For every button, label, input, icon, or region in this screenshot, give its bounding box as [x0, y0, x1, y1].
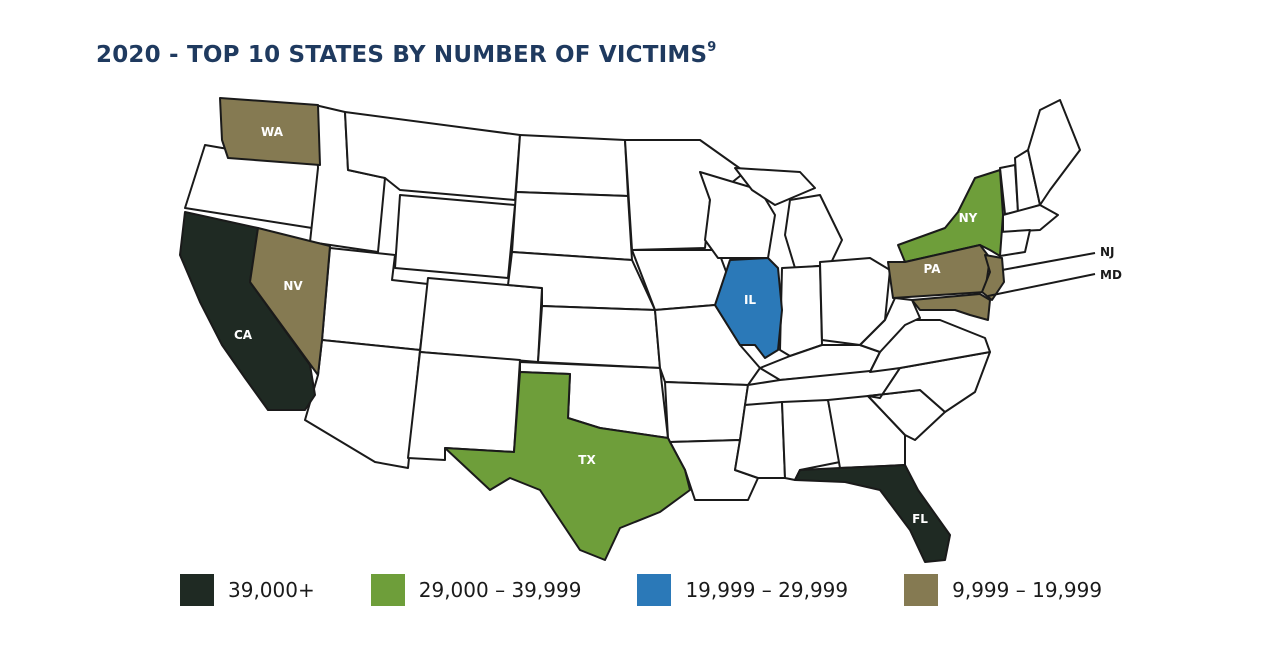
state-colorado: [419, 277, 543, 363]
state-west-virginia: [859, 297, 921, 353]
label-nv: NV: [283, 279, 303, 293]
legend-item-tier3: 19,999 – 29,999: [637, 574, 848, 606]
state-wyoming: [394, 194, 516, 279]
state-arizona: [304, 339, 421, 469]
callout-label-nj: NJ: [1100, 245, 1115, 259]
legend-label: 39,000+: [228, 578, 315, 602]
legend-swatch: [180, 574, 214, 606]
state-new-jersey: [981, 254, 1005, 301]
label-tx: TX: [578, 453, 596, 467]
label-pa: PA: [924, 262, 942, 276]
legend-swatch: [370, 574, 405, 606]
label-wa: WA: [261, 125, 284, 139]
shaded-states: [179, 97, 1005, 563]
label-ca: CA: [234, 328, 253, 342]
state-indiana: [779, 265, 823, 357]
state-massachusetts: [1002, 204, 1059, 233]
label-il: IL: [744, 293, 756, 307]
legend-label: 19,999 – 29,999: [685, 578, 849, 602]
legend: 39,000+ 29,000 – 39,999 19,999 – 29,999 …: [180, 574, 1102, 606]
title-footnote: 9: [707, 40, 717, 56]
legend-swatch: [637, 574, 672, 606]
callouts: NJ MD: [987, 245, 1122, 297]
state-texas: [444, 371, 691, 561]
legend-label: 9,999 – 19,999: [952, 578, 1103, 602]
callout-label-md: MD: [1100, 268, 1122, 282]
state-florida: [794, 464, 951, 563]
callout-line-nj: [1001, 252, 1096, 271]
title-text: 2020 - TOP 10 STATES BY NUMBER OF VICTIM…: [96, 42, 708, 68]
legend-item-tier2: 29,000 – 39,999: [370, 574, 582, 606]
state-washington: [219, 97, 321, 166]
state-connecticut: [999, 229, 1031, 257]
state-georgia: [827, 395, 906, 469]
state-labels: WA NV CA TX IL FL NY PA: [234, 125, 978, 526]
callout-line-md: [987, 273, 1096, 297]
state-maine: [1027, 99, 1081, 206]
map-title: 2020 - TOP 10 STATES BY NUMBER OF VICTIM…: [96, 40, 717, 68]
state-new-york: [897, 169, 1004, 263]
state-nevada: [249, 227, 331, 376]
legend-item-tier1: 39,000+: [180, 574, 315, 606]
legend-item-tier4: 9,999 – 19,999: [904, 574, 1102, 606]
state-south-dakota: [511, 191, 633, 261]
state-kansas: [537, 305, 661, 369]
label-ny: NY: [959, 211, 978, 225]
state-maryland: [911, 293, 991, 321]
state-michigan-upper: [734, 167, 816, 206]
label-fl: FL: [912, 512, 928, 526]
state-michigan: [784, 194, 843, 269]
state-new-mexico: [407, 351, 521, 461]
state-north-dakota: [515, 134, 629, 197]
state-arkansas: [664, 381, 749, 443]
unshaded-states: [184, 99, 1081, 501]
state-illinois: [714, 257, 783, 359]
legend-label: 29,000 – 39,999: [418, 578, 582, 602]
legend-swatch: [904, 574, 939, 606]
